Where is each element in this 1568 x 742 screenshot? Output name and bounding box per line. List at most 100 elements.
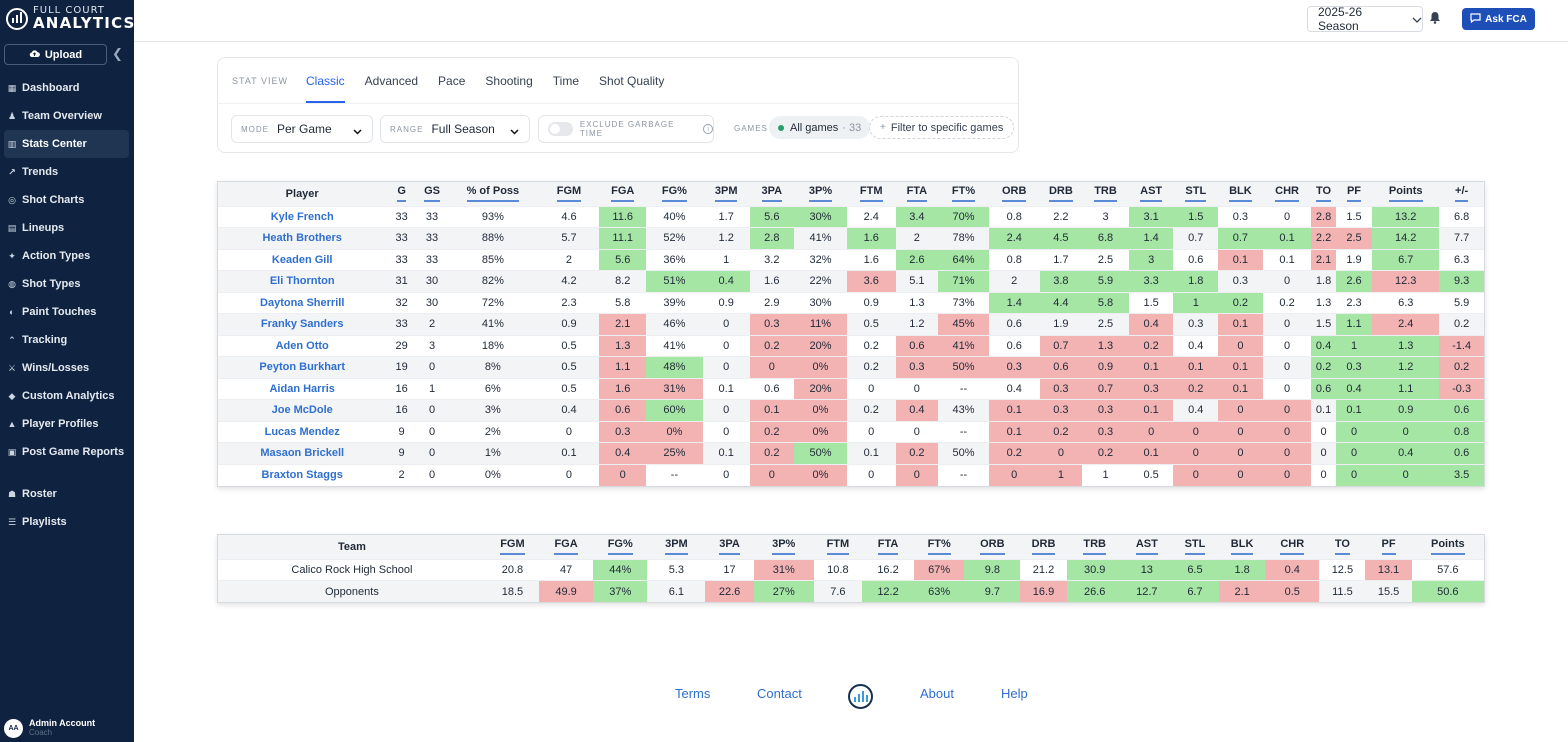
- column-header[interactable]: +/-: [1439, 182, 1484, 206]
- table-row[interactable]: Aden Otto 29 3 18% 0.5 1.3 41% 0 0.2 20% 0.2 0.6 41%…: [218, 334, 1484, 357]
- player-name-link[interactable]: Peyton Burkhart: [218, 356, 387, 378]
- player-name-link[interactable]: Aidan Harris: [218, 377, 387, 400]
- player-name-link[interactable]: Joe McDole: [218, 399, 387, 421]
- column-header[interactable]: DRB: [1020, 535, 1067, 559]
- table-row[interactable]: Lucas Mendez 9 0 2% 0 0.3 0% 0 0.2 0% 0 0 -- 0.1 0.2 0.…: [218, 420, 1484, 443]
- sidebar-item-paint-touches[interactable]: ◐ Paint Touches: [4, 298, 129, 326]
- column-header[interactable]: STL: [1170, 535, 1220, 559]
- column-header[interactable]: FG%: [593, 535, 648, 559]
- ask-fca-button[interactable]: Ask FCA: [1462, 8, 1535, 30]
- filter-games-button[interactable]: + Filter to specific games: [869, 116, 1015, 139]
- column-header[interactable]: Player: [218, 182, 387, 206]
- player-name-link[interactable]: Keaden Gill: [218, 248, 387, 271]
- sidebar-item-custom-analytics[interactable]: ◆ Custom Analytics: [4, 382, 129, 410]
- column-header[interactable]: DRB: [1039, 182, 1083, 206]
- column-header[interactable]: PF: [1335, 182, 1373, 206]
- column-header[interactable]: FTM: [813, 535, 862, 559]
- column-header[interactable]: STL: [1173, 182, 1219, 206]
- about-link[interactable]: About: [920, 686, 954, 701]
- chevron-left-icon[interactable]: ❮: [112, 46, 123, 61]
- help-link[interactable]: Help: [1001, 686, 1028, 701]
- table-row[interactable]: Joe McDole 16 0 3% 0.4 0.6 60% 0 0.1 0% 0.2 0.4 43% 0…: [218, 399, 1484, 421]
- sidebar-item-playlists[interactable]: ☰ Playlists: [4, 508, 129, 536]
- column-header[interactable]: CHR: [1262, 182, 1312, 206]
- toggle-switch[interactable]: [548, 122, 573, 136]
- column-header[interactable]: 3PA: [749, 182, 795, 206]
- column-header[interactable]: FG%: [646, 182, 703, 206]
- table-row[interactable]: Daytona Sherrill 32 30 72% 2.3 5.8 39% 0.9 2.9 30…: [218, 291, 1484, 314]
- player-name-link[interactable]: Kyle French: [218, 205, 387, 228]
- column-header[interactable]: 3PM: [702, 182, 750, 206]
- column-header[interactable]: CHR: [1265, 535, 1320, 559]
- info-icon[interactable]: i: [703, 124, 713, 134]
- column-header[interactable]: 3PM: [647, 535, 706, 559]
- sidebar-item-stats-center[interactable]: ▥ Stats Center: [4, 130, 129, 158]
- table-row[interactable]: Aidan Harris 16 1 6% 0.5 1.6 31% 0.1 0.6 20% 0 0 -- 0…: [218, 377, 1484, 400]
- column-header[interactable]: FTA: [895, 182, 939, 206]
- sidebar-item-roster[interactable]: ☗ Roster: [4, 480, 129, 508]
- mode-select[interactable]: MODE Per Game: [231, 115, 373, 143]
- column-header[interactable]: FTM: [846, 182, 896, 206]
- brand-logo[interactable]: FULL COURT ANALYTICS: [6, 6, 136, 31]
- table-row[interactable]: Calico Rock High School 20.8 47 44% 5.3 17 31%…: [218, 558, 1484, 581]
- column-header[interactable]: FGM: [538, 182, 600, 206]
- table-row[interactable]: Masaon Brickell 9 0 1% 0.1 0.4 25% 0.1 0.2 50% 0.1…: [218, 442, 1484, 464]
- table-row[interactable]: Braxton Staggs 2 0 0% 0 0 -- 0 0 0% 0 0 -- 0 1 1 0.5 0 0 0 0…: [218, 463, 1484, 486]
- column-header[interactable]: 3P%: [753, 535, 814, 559]
- player-name-link[interactable]: Franky Sanders: [218, 313, 387, 335]
- tab-classic[interactable]: Classic: [306, 58, 345, 103]
- season-select[interactable]: 2025-26 Season: [1307, 5, 1423, 33]
- tab-advanced[interactable]: Advanced: [364, 74, 419, 88]
- column-header[interactable]: Points: [1411, 535, 1484, 559]
- sidebar-item-shot-types[interactable]: ◍ Shot Types: [4, 270, 129, 298]
- column-header[interactable]: FT%: [914, 535, 965, 559]
- sidebar-item-dashboard[interactable]: ▦ Dashboard: [4, 74, 129, 102]
- player-name-link[interactable]: Daytona Sherrill: [218, 291, 387, 314]
- tab-time[interactable]: Time: [552, 74, 580, 88]
- upload-button[interactable]: Upload: [4, 44, 107, 65]
- range-select[interactable]: RANGE Full Season: [380, 115, 530, 143]
- column-header[interactable]: TO: [1311, 182, 1336, 206]
- table-row[interactable]: Kyle French 33 33 93% 4.6 11.6 40% 1.7 5.6 30% 2.4…: [218, 205, 1484, 228]
- sidebar-item-trends[interactable]: ↗ Trends: [4, 158, 129, 186]
- player-name-link[interactable]: Lucas Mendez: [218, 420, 387, 443]
- player-name-link[interactable]: Eli Thornton: [218, 270, 387, 292]
- column-header[interactable]: Team: [218, 535, 486, 559]
- table-row[interactable]: Heath Brothers 33 33 88% 5.7 11.1 52% 1.2 2.8 41%…: [218, 227, 1484, 249]
- column-header[interactable]: TRB: [1082, 182, 1129, 206]
- column-header[interactable]: ORB: [964, 535, 1021, 559]
- column-header[interactable]: ORB: [988, 182, 1040, 206]
- contact-link[interactable]: Contact: [757, 686, 802, 701]
- column-header[interactable]: PF: [1365, 535, 1412, 559]
- column-header[interactable]: FTA: [861, 535, 915, 559]
- table-row[interactable]: Peyton Burkhart 19 0 8% 0.5 1.1 48% 0 0 0% 0.2 0.3 5…: [218, 356, 1484, 378]
- column-header[interactable]: Points: [1372, 182, 1440, 206]
- sidebar-item-post-game-reports[interactable]: ▣ Post Game Reports: [4, 438, 129, 466]
- column-header[interactable]: 3PA: [705, 535, 754, 559]
- column-header[interactable]: AST: [1128, 182, 1174, 206]
- sidebar-item-shot-charts[interactable]: ◎ Shot Charts: [4, 186, 129, 214]
- garbage-time-toggle[interactable]: EXCLUDE GARBAGE TIME i: [538, 115, 714, 143]
- tab-shot-quality[interactable]: Shot Quality: [599, 74, 665, 88]
- table-row[interactable]: Keaden Gill 33 33 85% 2 5.6 36% 1 3.2 32% 1.6 2.6 64…: [218, 248, 1484, 271]
- sidebar-item-wins-losses[interactable]: ⚔ Wins/Losses: [4, 354, 129, 382]
- sidebar-item-tracking[interactable]: ⌃ Tracking: [4, 326, 129, 354]
- column-header[interactable]: FGA: [599, 182, 647, 206]
- column-header[interactable]: 3P%: [794, 182, 847, 206]
- column-header[interactable]: AST: [1122, 535, 1171, 559]
- account-menu[interactable]: AA Admin Account Coach: [4, 718, 95, 738]
- terms-link[interactable]: Terms: [675, 686, 711, 701]
- tab-pace[interactable]: Pace: [438, 74, 466, 88]
- tab-shooting[interactable]: Shooting: [485, 74, 533, 88]
- column-header[interactable]: TO: [1319, 535, 1366, 559]
- column-header[interactable]: BLK: [1218, 182, 1263, 206]
- bell-icon[interactable]: [1429, 11, 1441, 29]
- column-header[interactable]: TRB: [1066, 535, 1123, 559]
- column-header[interactable]: FGA: [539, 535, 594, 559]
- table-row[interactable]: Franky Sanders 33 2 41% 0.9 2.1 46% 0 0.3 11% 0.5 1…: [218, 313, 1484, 335]
- sidebar-item-action-types[interactable]: ✦ Action Types: [4, 242, 129, 270]
- all-games-pill[interactable]: All games · 33: [769, 116, 871, 139]
- table-row[interactable]: Opponents 18.5 49.9 37% 6.1 22.6 27% 7.6 12.2 63%…: [218, 580, 1484, 602]
- sidebar-item-team-overview[interactable]: ♟ Team Overview: [4, 102, 129, 130]
- column-header[interactable]: FGM: [485, 535, 539, 559]
